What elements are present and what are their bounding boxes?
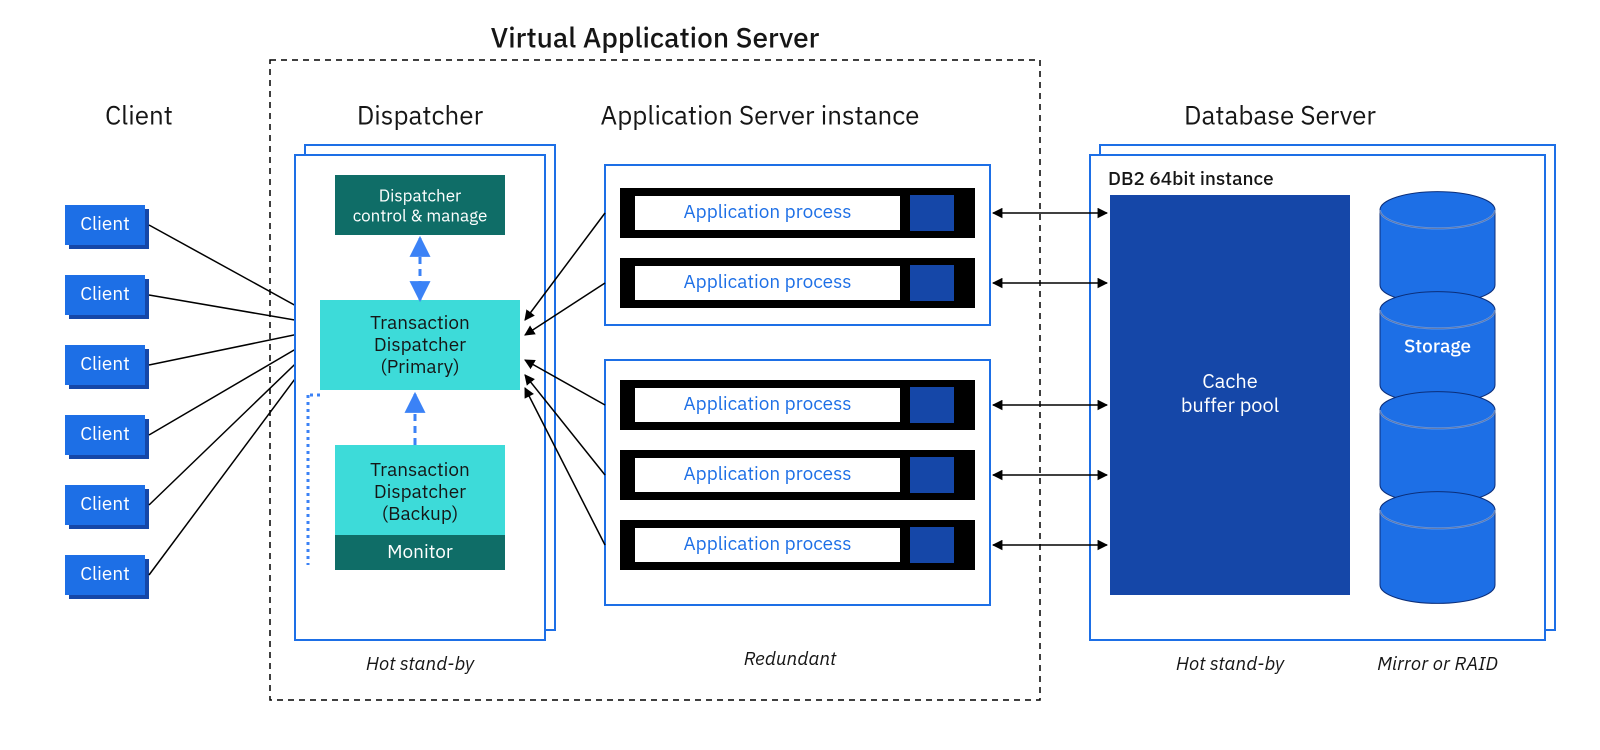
svg-text:Client: Client: [80, 212, 130, 236]
svg-text:Virtual Application Server: Virtual Application Server: [491, 18, 820, 55]
svg-text:Client: Client: [80, 282, 130, 306]
svg-text:Dispatcher: Dispatcher: [374, 333, 466, 357]
svg-text:Client: Client: [80, 422, 130, 446]
svg-text:Mirror or RAID: Mirror or RAID: [1377, 652, 1498, 676]
svg-text:Hot stand-by: Hot stand-by: [1176, 652, 1285, 676]
svg-text:Application process: Application process: [684, 532, 852, 556]
svg-text:Dispatcher: Dispatcher: [357, 99, 484, 133]
svg-text:Transaction: Transaction: [370, 311, 470, 335]
svg-text:Dispatcher: Dispatcher: [379, 184, 462, 206]
svg-text:Application process: Application process: [684, 200, 852, 224]
svg-text:Application process: Application process: [684, 392, 852, 416]
svg-text:Cache: Cache: [1202, 367, 1258, 394]
svg-text:Client: Client: [80, 352, 130, 376]
svg-text:Transaction: Transaction: [370, 458, 470, 482]
svg-text:buffer pool: buffer pool: [1181, 391, 1279, 418]
svg-text:Storage: Storage: [1404, 334, 1471, 358]
svg-text:control & manage: control & manage: [353, 204, 488, 226]
svg-text:Client: Client: [80, 492, 130, 516]
architecture-diagram: Virtual Application Server Client Dispatch…: [0, 0, 1600, 750]
svg-text:(Primary): (Primary): [380, 355, 459, 379]
svg-text:Application process: Application process: [684, 270, 852, 294]
svg-text:Dispatcher: Dispatcher: [374, 480, 466, 504]
svg-text:(Backup): (Backup): [382, 502, 458, 526]
svg-text:Application Server instance: Application Server instance: [601, 99, 920, 133]
svg-text:DB2 64bit instance: DB2 64bit instance: [1108, 167, 1274, 191]
svg-text:Client: Client: [80, 562, 130, 586]
svg-text:Redundant: Redundant: [744, 647, 837, 671]
svg-text:Monitor: Monitor: [387, 540, 453, 564]
svg-text:Hot stand-by: Hot stand-by: [366, 652, 475, 676]
svg-text:Database Server: Database Server: [1184, 99, 1376, 133]
svg-text:Application process: Application process: [684, 462, 852, 486]
svg-text:Client: Client: [105, 99, 173, 133]
